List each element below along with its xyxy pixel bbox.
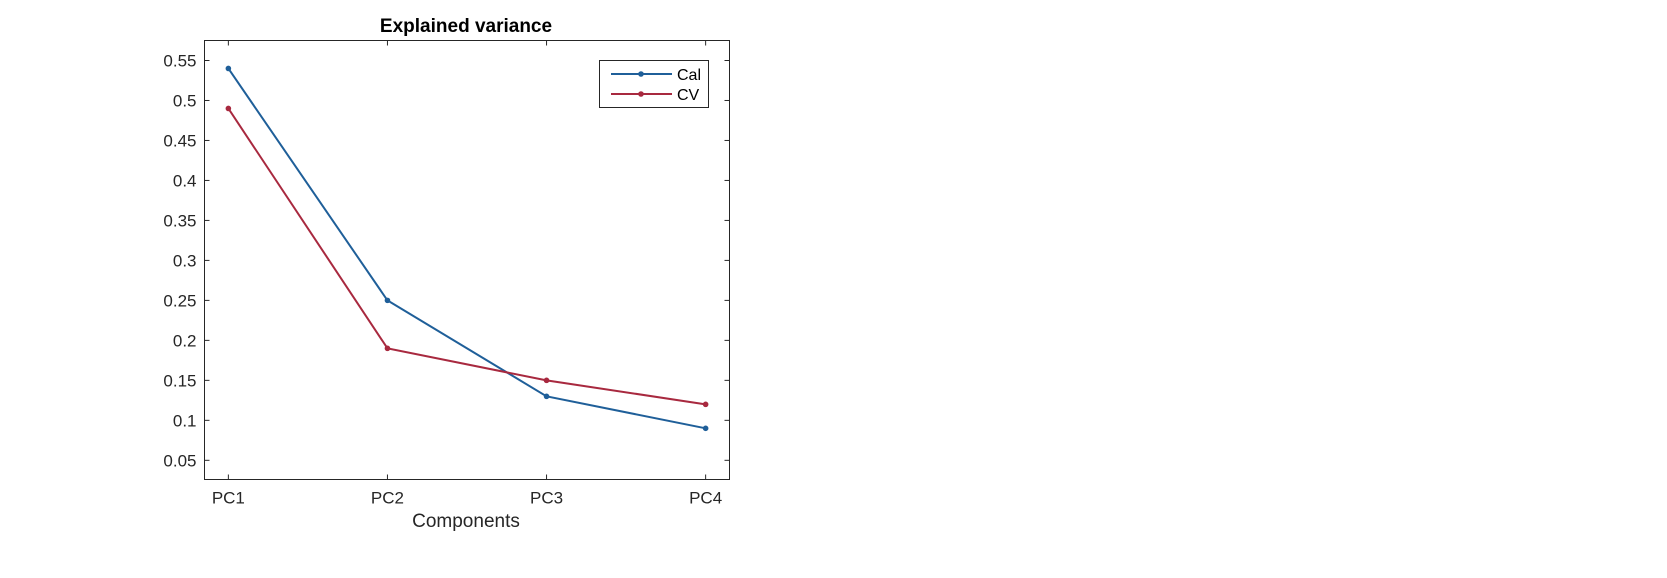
data-point-cal bbox=[702, 425, 709, 432]
x-tick-label: PC1 bbox=[212, 489, 245, 508]
y-tick-label: 0.25 bbox=[163, 291, 196, 310]
y-tick-label: 0.1 bbox=[173, 411, 197, 430]
x-tick-label: PC4 bbox=[689, 489, 722, 508]
legend-label-cal: Cal bbox=[677, 67, 701, 84]
legend-box bbox=[599, 60, 709, 108]
x-axis-label: Components bbox=[412, 511, 520, 532]
legend-label-cv: CV bbox=[677, 87, 700, 104]
data-point-cv bbox=[384, 345, 391, 352]
y-tick-label: 0.5 bbox=[173, 91, 197, 110]
data-point-cal bbox=[543, 393, 550, 400]
y-tick-label: 0.45 bbox=[163, 131, 196, 150]
y-tick-label: 0.3 bbox=[173, 251, 197, 270]
series-line-cal bbox=[227, 67, 706, 430]
x-tick-label: PC2 bbox=[371, 489, 404, 508]
y-tick-label: 0.05 bbox=[163, 451, 196, 470]
x-tick-label: PC3 bbox=[530, 489, 563, 508]
legend-marker bbox=[638, 91, 644, 97]
y-tick-label: 0.2 bbox=[173, 331, 197, 350]
chart-title: Explained variance bbox=[380, 16, 552, 37]
data-point-cv bbox=[543, 377, 550, 384]
data-point-cv bbox=[225, 105, 232, 112]
y-tick-label: 0.4 bbox=[173, 171, 197, 190]
y-tick-label: 0.55 bbox=[163, 51, 196, 70]
legend-marker bbox=[638, 71, 644, 77]
data-point-cal bbox=[384, 297, 391, 304]
data-point-cv bbox=[702, 401, 709, 408]
legend: Cal CV bbox=[599, 60, 709, 108]
series-line-cv bbox=[227, 107, 706, 406]
y-tick-label: 0.15 bbox=[163, 371, 196, 390]
data-point-cal bbox=[225, 65, 232, 72]
y-tick-label: 0.35 bbox=[163, 211, 196, 230]
